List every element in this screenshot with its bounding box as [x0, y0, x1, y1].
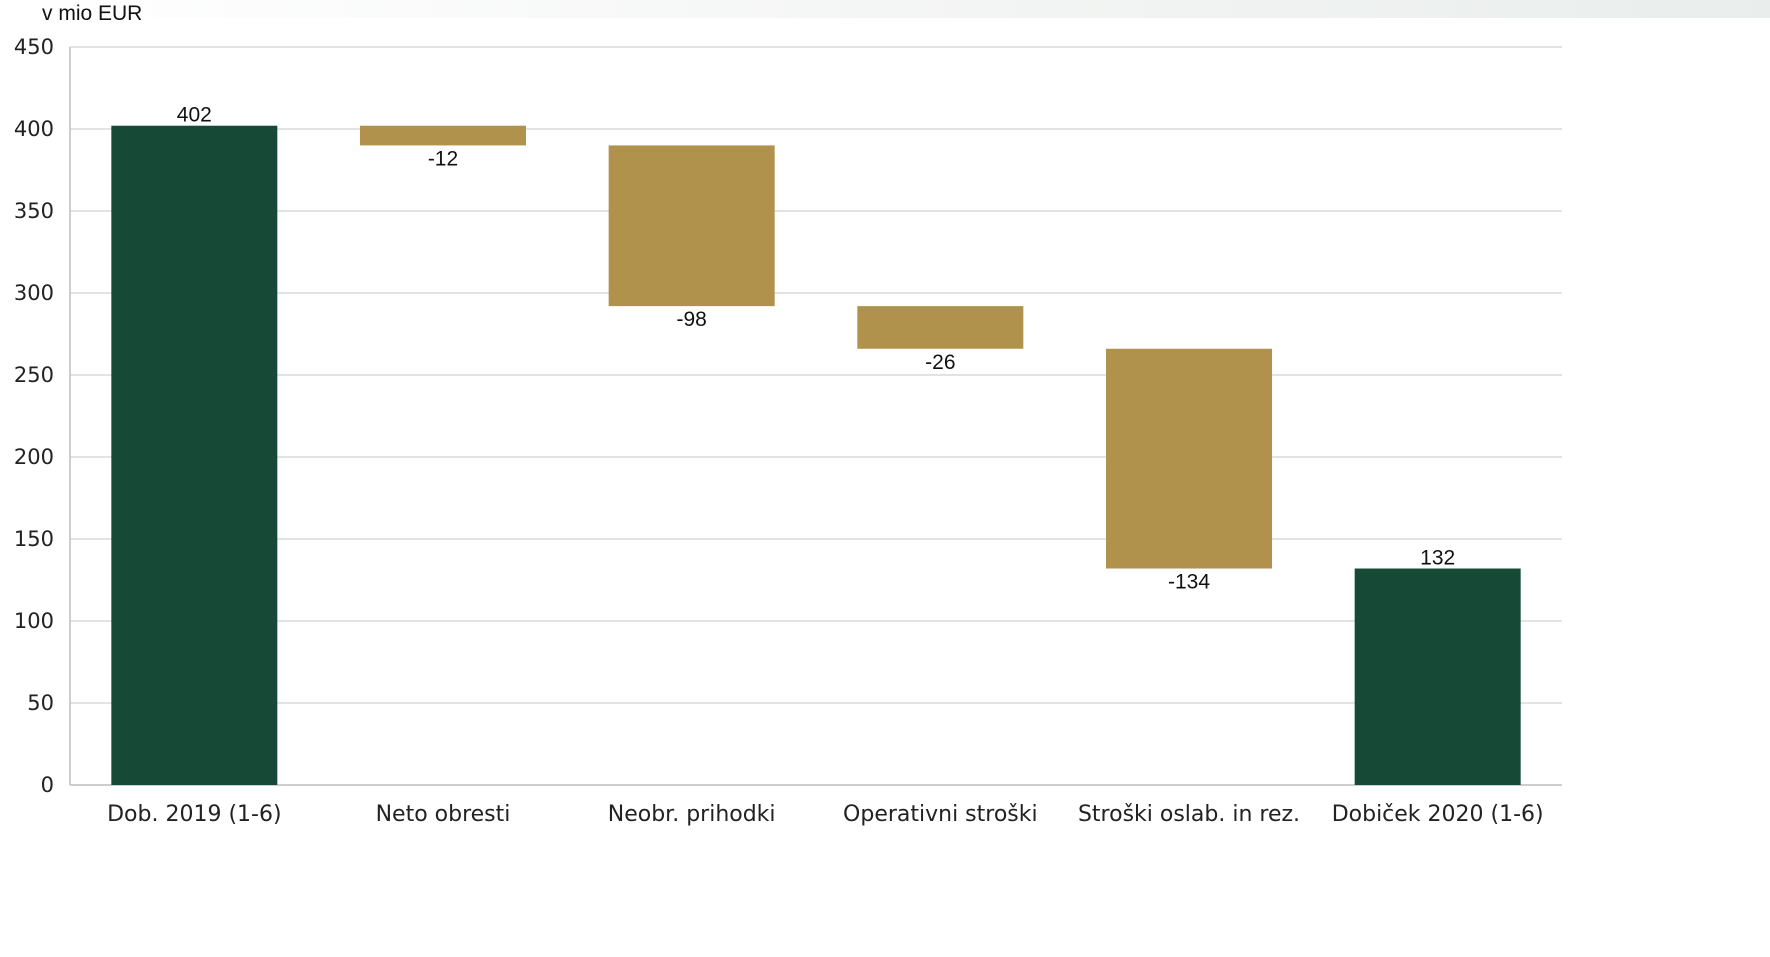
y-tick-label: 250	[14, 363, 54, 387]
y-tick-label: 450	[14, 35, 54, 59]
y-axis-unit-label: v mio EUR	[42, 2, 143, 25]
x-category-label: Neto obresti	[376, 802, 511, 827]
data-label: 402	[177, 104, 212, 127]
y-tick-label: 400	[14, 117, 54, 141]
grid-lines	[70, 46, 1562, 704]
x-category-label: Dobiček 2020 (1-6)	[1332, 802, 1544, 827]
y-tick-label: 50	[27, 691, 54, 715]
data-label: 132	[1420, 547, 1455, 570]
bar-change-2	[608, 145, 775, 307]
bar-total-0	[111, 125, 278, 786]
y-tick-label: 150	[14, 527, 54, 551]
header-band	[0, 0, 1770, 18]
value-labels: 402 -12 -98 -26 -134 132	[177, 104, 1455, 594]
x-category-label: Neobr. prihodki	[608, 802, 776, 827]
data-label: -26	[925, 351, 955, 374]
y-tick-label: 350	[14, 199, 54, 223]
bar-total-5	[1354, 568, 1521, 785]
bars	[111, 125, 1521, 786]
bar-change-3	[857, 306, 1024, 349]
x-category-label: Dob. 2019 (1-6)	[107, 802, 281, 827]
y-tick-label: 0	[41, 773, 54, 797]
bar-change-4	[1106, 348, 1272, 569]
x-category-label: Operativni stroški	[843, 802, 1038, 827]
data-label: -134	[1168, 571, 1210, 594]
y-tick-label: 300	[14, 281, 54, 305]
y-tick-label: 100	[14, 609, 54, 633]
axes	[69, 47, 1562, 786]
y-tick-labels: 0 50 100 150 200 250 300 350 400 450	[14, 35, 54, 797]
data-label: -98	[676, 308, 706, 331]
category-labels: Dob. 2019 (1-6) Neto obresti Neobr. prihod…	[107, 802, 1544, 827]
bar-change-1	[360, 125, 526, 146]
x-category-label: Stroški oslab. in rez.	[1078, 802, 1300, 827]
data-label: -12	[428, 147, 458, 170]
y-tick-label: 200	[14, 445, 54, 469]
